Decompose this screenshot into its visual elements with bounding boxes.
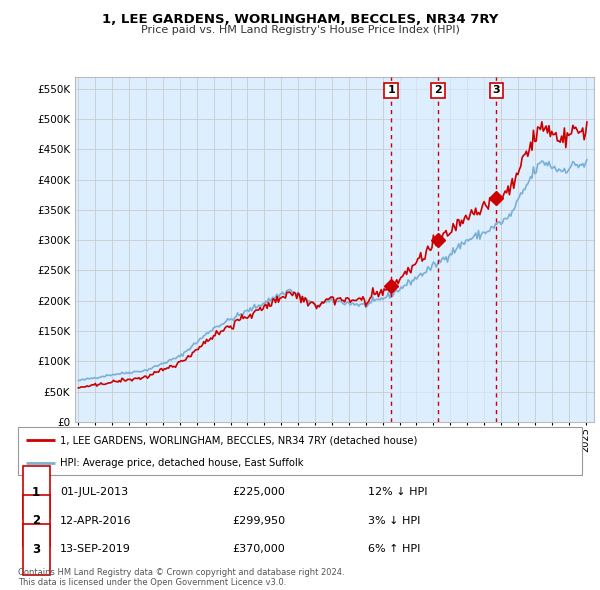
Text: 3% ↓ HPI: 3% ↓ HPI (368, 516, 420, 526)
Text: Contains HM Land Registry data © Crown copyright and database right 2024.
This d: Contains HM Land Registry data © Crown c… (18, 568, 344, 587)
Text: 1: 1 (32, 486, 40, 499)
FancyBboxPatch shape (23, 467, 50, 518)
FancyBboxPatch shape (23, 495, 50, 546)
Text: 1, LEE GARDENS, WORLINGHAM, BECCLES, NR34 7RY: 1, LEE GARDENS, WORLINGHAM, BECCLES, NR3… (102, 13, 498, 26)
Text: £370,000: £370,000 (232, 544, 285, 554)
Text: Price paid vs. HM Land Registry's House Price Index (HPI): Price paid vs. HM Land Registry's House … (140, 25, 460, 35)
Text: 1: 1 (387, 86, 395, 96)
Text: £225,000: £225,000 (232, 487, 285, 497)
Text: 12-APR-2016: 12-APR-2016 (60, 516, 132, 526)
Bar (391, 77, 496, 422)
Text: 3: 3 (32, 543, 40, 556)
Text: 2: 2 (434, 86, 442, 96)
Text: £299,950: £299,950 (232, 516, 286, 526)
Text: 3: 3 (493, 86, 500, 96)
Text: 01-JUL-2013: 01-JUL-2013 (60, 487, 128, 497)
Text: 13-SEP-2019: 13-SEP-2019 (60, 544, 131, 554)
Text: 12% ↓ HPI: 12% ↓ HPI (368, 487, 427, 497)
FancyBboxPatch shape (23, 523, 50, 575)
Text: HPI: Average price, detached house, East Suffolk: HPI: Average price, detached house, East… (60, 458, 304, 468)
Text: 2: 2 (32, 514, 40, 527)
Text: 6% ↑ HPI: 6% ↑ HPI (368, 544, 420, 554)
Text: 1, LEE GARDENS, WORLINGHAM, BECCLES, NR34 7RY (detached house): 1, LEE GARDENS, WORLINGHAM, BECCLES, NR3… (60, 435, 418, 445)
